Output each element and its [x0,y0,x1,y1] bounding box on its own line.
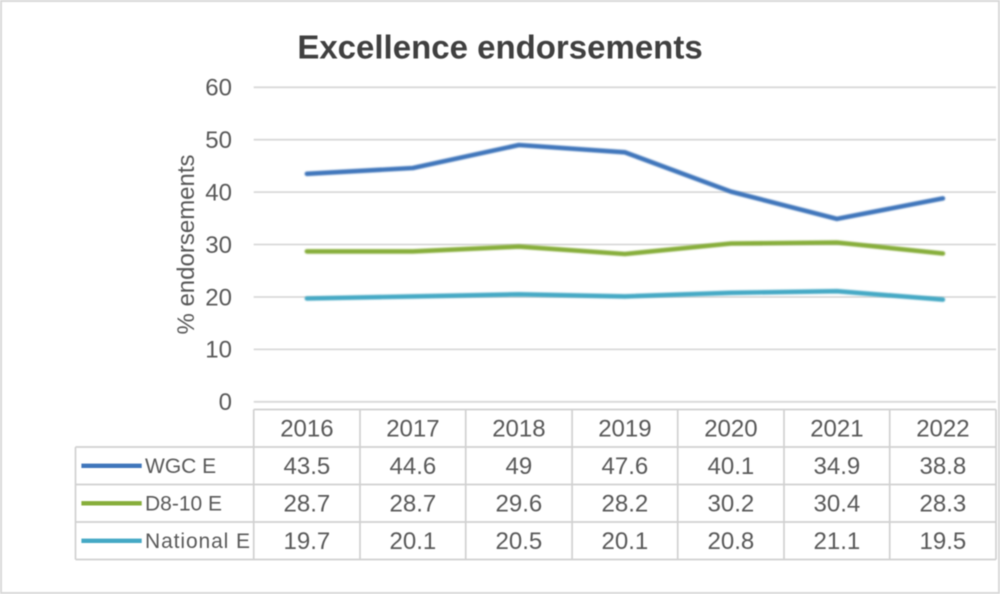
svg-text:2020: 2020 [704,416,757,443]
svg-text:% endorsements: % endorsements [173,154,200,334]
svg-text:19.5: 19.5 [920,528,967,555]
svg-text:40.1: 40.1 [708,453,755,480]
svg-text:2017: 2017 [386,416,439,443]
svg-text:2021: 2021 [810,416,863,443]
svg-text:20.1: 20.1 [390,528,437,555]
svg-text:Excellence endorsements: Excellence endorsements [297,29,702,66]
svg-text:30.2: 30.2 [708,491,755,518]
svg-text:2018: 2018 [492,416,545,443]
svg-text:60: 60 [205,75,232,102]
svg-text:21.1: 21.1 [814,528,861,555]
svg-text:20.5: 20.5 [496,528,543,555]
svg-text:20.8: 20.8 [708,528,755,555]
svg-text:47.6: 47.6 [602,453,649,480]
svg-text:2022: 2022 [916,416,969,443]
svg-text:2016: 2016 [280,416,333,443]
svg-text:40: 40 [205,179,232,206]
svg-text:50: 50 [205,127,232,154]
svg-text:28.3: 28.3 [920,491,967,518]
svg-text:28.7: 28.7 [284,491,331,518]
svg-text:28.7: 28.7 [390,491,437,518]
svg-text:30.4: 30.4 [814,491,861,518]
svg-text:20: 20 [205,284,232,311]
svg-text:2019: 2019 [598,416,651,443]
svg-text:0: 0 [219,389,232,416]
svg-text:29.6: 29.6 [496,491,543,518]
svg-text:28.2: 28.2 [602,491,649,518]
svg-text:10: 10 [205,337,232,364]
svg-text:19.7: 19.7 [284,528,331,555]
svg-text:WGC E: WGC E [145,455,216,478]
svg-text:38.8: 38.8 [920,453,967,480]
svg-text:44.6: 44.6 [390,453,437,480]
svg-text:D8-10 E: D8-10 E [145,493,222,516]
svg-text:43.5: 43.5 [284,453,331,480]
svg-text:30: 30 [205,232,232,259]
svg-text:34.9: 34.9 [814,453,861,480]
svg-text:National E: National E [145,530,251,553]
svg-text:49: 49 [506,453,533,480]
svg-text:20.1: 20.1 [602,528,649,555]
